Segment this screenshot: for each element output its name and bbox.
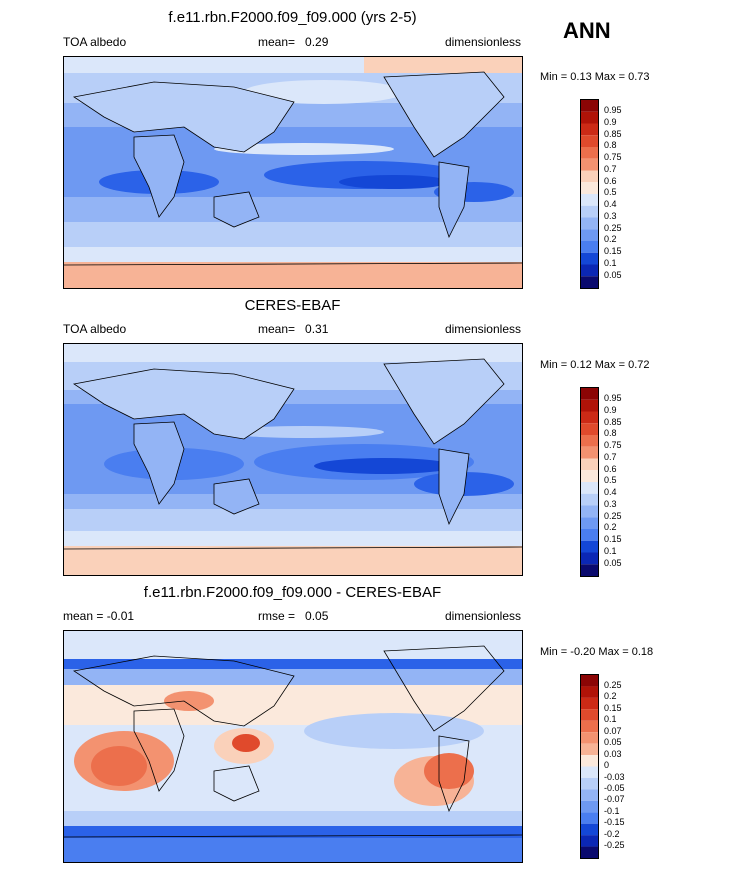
colorbar-label: 0.5 (604, 187, 617, 198)
mean-key: mean= (258, 322, 296, 336)
colorbar-label: -0.15 (604, 817, 625, 828)
colorbar-label: 0.2 (604, 522, 617, 533)
mean-label: mean= 0.31 (258, 322, 328, 336)
colorbar-label: 0 (604, 760, 610, 771)
colorbar-swatches (581, 100, 598, 288)
colorbar-label: 0.25 (604, 510, 622, 521)
panel-title: CERES-EBAF (244, 297, 341, 314)
colorbar-label: 0.15 (604, 246, 622, 256)
colorbar-label: 0.6 (604, 463, 617, 474)
colorbar-label: 0.85 (604, 128, 622, 139)
colorbar (580, 387, 599, 577)
colorbar-label: -0.25 (604, 840, 625, 851)
units-label: dimensionless (444, 35, 521, 49)
season-label: ANN (563, 18, 611, 43)
colorbar (580, 674, 599, 859)
colorbar-label: 0.3 (604, 498, 617, 509)
colorbar-label: 0.1 (604, 714, 617, 725)
mean-value: 0.29 (305, 35, 329, 49)
colorbar-label: 0.75 (604, 152, 622, 162)
min-max-label: Min = 0.12 Max = 0.72 (540, 359, 650, 371)
colorbar-label: 0.4 (604, 199, 617, 209)
contour-map (63, 56, 523, 289)
colorbar-label: 0.3 (604, 210, 617, 221)
colorbar-label: 0.05 (604, 269, 622, 280)
colorbar-label: -0.2 (604, 828, 620, 839)
colorbar-label: 0.95 (604, 105, 622, 115)
colorbar-label: 0.03 (604, 748, 622, 759)
panel-title: f.e11.rbn.F2000.f09_f09.000 (yrs 2-5) (168, 9, 417, 26)
panel-title: f.e11.rbn.F2000.f09_f09.000 - CERES-EBAF (143, 584, 442, 601)
colorbar-label: 0.07 (604, 725, 622, 736)
colorbar-label: 0.2 (604, 234, 617, 245)
rmse-key: rmse = (258, 609, 296, 623)
colorbar-label: -0.07 (604, 794, 625, 805)
colorbar-label: 0.7 (604, 451, 617, 462)
colorbar-swatches (581, 388, 598, 576)
colorbar (580, 99, 599, 289)
colorbar-label: 0.15 (604, 702, 622, 713)
units-label: dimensionless (444, 322, 521, 336)
colorbar-label: -0.03 (604, 771, 625, 782)
mean-label: mean= 0.29 (258, 35, 328, 49)
colorbar-label: 0.1 (604, 545, 617, 556)
colorbar-label: -0.1 (604, 805, 620, 816)
colorbar-label: 0.8 (604, 140, 617, 151)
colorbar-label: 0.05 (604, 737, 622, 748)
contour-map (63, 343, 523, 576)
colorbar-label: 0.2 (604, 691, 617, 702)
mean-key: mean= (258, 35, 296, 49)
colorbar-label: 0.95 (604, 393, 622, 403)
min-max-label: Min = 0.13 Max = 0.73 (540, 71, 650, 83)
variable-label: TOA albedo (63, 35, 127, 49)
mean-value: 0.31 (305, 322, 329, 336)
colorbar-label: 0.15 (604, 534, 622, 544)
rmse-label: rmse = 0.05 (258, 609, 328, 623)
colorbar-swatches (581, 675, 598, 858)
colorbar-label: 0.25 (604, 680, 622, 690)
min-max-label: Min = -0.20 Max = 0.18 (540, 646, 654, 658)
colorbar-label: 0.9 (604, 404, 617, 415)
units-label: dimensionless (444, 609, 521, 623)
colorbar-label: 0.1 (604, 257, 617, 268)
colorbar-label: 0.9 (604, 116, 617, 127)
colorbar-label: 0.6 (604, 175, 617, 186)
colorbar-label: 0.7 (604, 163, 617, 174)
mean-diff-label: mean = -0.01 (63, 609, 135, 623)
colorbar-label: 0.75 (604, 440, 622, 450)
colorbar-label: -0.05 (604, 782, 625, 793)
rmse-value: 0.05 (305, 609, 329, 623)
colorbar-label: 0.25 (604, 222, 622, 233)
colorbar-label: 0.8 (604, 428, 617, 439)
colorbar-label: 0.85 (604, 416, 622, 427)
colorbar-label: 0.4 (604, 487, 617, 497)
variable-label: TOA albedo (63, 322, 127, 336)
colorbar-label: 0.05 (604, 557, 622, 568)
contour-map (63, 630, 523, 863)
colorbar-label: 0.5 (604, 475, 617, 486)
